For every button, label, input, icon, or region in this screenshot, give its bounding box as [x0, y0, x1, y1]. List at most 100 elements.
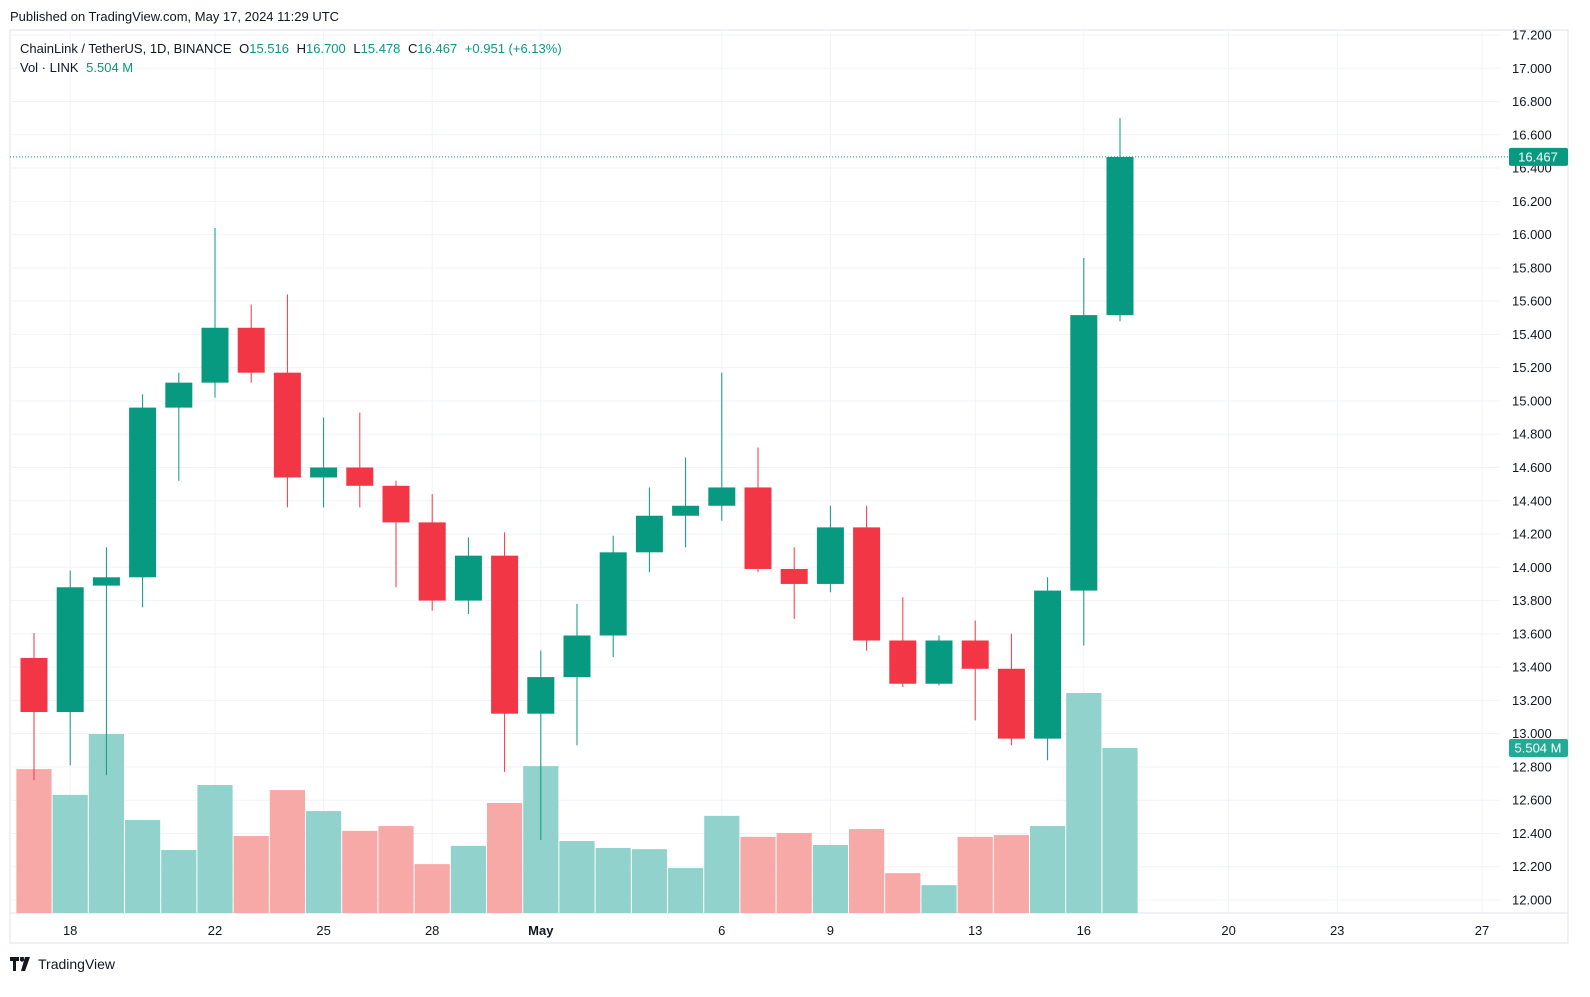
close-value: 16.467	[417, 41, 458, 56]
high-value: 16.700	[306, 41, 346, 56]
candle-body	[201, 327, 229, 383]
price-tick-label: 14.600	[1512, 460, 1552, 475]
price-tick-label: 15.600	[1512, 294, 1552, 309]
candle	[672, 457, 700, 548]
volume-bar	[16, 769, 52, 913]
volume-bar	[342, 830, 378, 913]
symbol-title[interactable]: ChainLink / TetherUS, 1D, BINANCE	[20, 41, 232, 56]
time-tick-label: 6	[718, 923, 725, 938]
candle-body	[1034, 590, 1062, 739]
time-tick-label: 9	[827, 923, 834, 938]
candle	[382, 480, 410, 588]
volume-bar	[740, 836, 776, 913]
candle	[310, 417, 338, 508]
candle	[1034, 577, 1062, 761]
low-label: L	[353, 41, 361, 56]
time-axis: 18 22 25 28 May 6 9 13 16 20 23 27	[63, 923, 1489, 938]
candle-body	[527, 677, 555, 714]
candle-body	[889, 640, 917, 684]
candle	[961, 620, 989, 721]
price-tick-label: 13.600	[1512, 626, 1552, 641]
candle	[129, 394, 157, 608]
candle	[925, 635, 953, 686]
volume-row: Vol · LINK 5.504 M	[20, 58, 566, 77]
candle	[1070, 257, 1098, 646]
volume-bar	[1066, 692, 1102, 913]
chart-legend: ChainLink / TetherUS, 1D, BINANCE O15.51…	[20, 39, 566, 77]
volume-label[interactable]: Vol · LINK	[20, 60, 79, 75]
price-tick-label: 16.600	[1512, 127, 1552, 142]
candle-body	[925, 640, 953, 684]
tradingview-logo[interactable]: TradingView	[10, 956, 115, 972]
candle-body	[129, 407, 157, 578]
price-tick-label: 15.000	[1512, 393, 1552, 408]
price-tick-label: 12.600	[1512, 793, 1552, 808]
candle-body	[780, 568, 808, 584]
ohlc-row: ChainLink / TetherUS, 1D, BINANCE O15.51…	[20, 39, 566, 58]
tradingview-logo-icon	[10, 957, 30, 971]
volume-bar	[233, 835, 269, 913]
price-tick-label: 12.000	[1512, 893, 1552, 908]
volume-bar	[378, 826, 414, 913]
volume-bar	[885, 873, 921, 913]
last-volume-label: 5.504 M	[1515, 741, 1562, 756]
candle	[853, 505, 881, 651]
price-tick-label: 15.200	[1512, 360, 1552, 375]
candle	[780, 547, 808, 619]
time-tick-label: 20	[1221, 923, 1235, 938]
price-tick-label: 13.800	[1512, 593, 1552, 608]
volume-bar	[1030, 826, 1066, 913]
candle	[56, 570, 84, 766]
volume-bar	[812, 844, 848, 913]
volume-value: 5.504 M	[86, 60, 134, 75]
price-tick-label: 12.800	[1512, 759, 1552, 774]
time-tick-label: 13	[968, 923, 982, 938]
candle-body	[1106, 156, 1134, 316]
price-tick-label: 13.200	[1512, 693, 1552, 708]
candle-body	[20, 657, 48, 713]
price-tick-label: 14.400	[1512, 493, 1552, 508]
price-tags: 16.467 5.504 M	[10, 147, 1568, 757]
low-value: 15.478	[360, 41, 401, 56]
candle	[237, 304, 265, 383]
volume-bar	[125, 820, 161, 913]
candle-body	[672, 505, 700, 516]
candle-body	[961, 640, 989, 669]
time-tick-label: 28	[425, 923, 439, 938]
price-tick-label: 12.200	[1512, 859, 1552, 874]
volume-bar	[269, 790, 305, 913]
candle-body	[563, 635, 591, 678]
chart-frame	[9, 29, 1569, 944]
candle	[418, 494, 446, 611]
close-label: C	[408, 41, 418, 56]
volume-bar	[52, 794, 88, 913]
candle-body	[237, 327, 265, 373]
candle	[1106, 118, 1134, 322]
time-tick-label: 23	[1330, 923, 1344, 938]
candle-body	[1070, 315, 1098, 591]
candle	[346, 412, 374, 508]
candle-body	[273, 372, 301, 478]
candle-body	[454, 555, 482, 601]
candle	[201, 227, 229, 398]
price-tick-label: 16.200	[1512, 194, 1552, 209]
candle	[599, 535, 627, 658]
open-value: 15.516	[249, 41, 289, 56]
change-value: +0.951 (+6.13%)	[464, 41, 562, 56]
price-tick-label: 14.800	[1512, 427, 1552, 442]
volume-bar	[704, 815, 740, 913]
volume-bars	[16, 692, 1138, 913]
candle-body	[997, 668, 1025, 739]
candle	[563, 603, 591, 746]
time-tick-label: May	[528, 923, 554, 938]
volume-bar	[1102, 748, 1138, 913]
volume-bar	[487, 802, 523, 913]
candle-body	[744, 487, 772, 569]
candle-body	[635, 515, 663, 553]
time-tick-label: 16	[1077, 923, 1091, 938]
volume-bar	[306, 811, 342, 913]
price-tick-label: 12.400	[1512, 826, 1552, 841]
price-tick-label: 14.200	[1512, 527, 1552, 542]
last-volume-tag	[1509, 739, 1568, 757]
